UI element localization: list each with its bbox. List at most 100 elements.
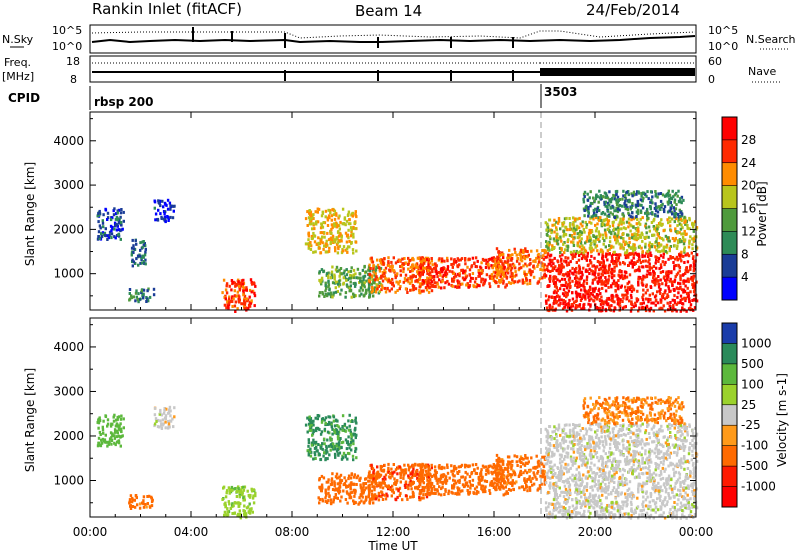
echo-cell — [624, 194, 627, 198]
echo-cell — [672, 261, 675, 264]
echo-cell — [649, 251, 652, 255]
echo-cell — [659, 298, 662, 302]
echo-cell — [232, 504, 235, 508]
echo-cell — [641, 252, 644, 256]
echo-cell — [113, 441, 116, 445]
echo-cell — [158, 412, 161, 416]
echo-cell — [223, 510, 227, 514]
echo-cell — [140, 258, 143, 262]
echo-cell — [579, 299, 583, 302]
echo-cell — [367, 489, 371, 493]
echo-cell — [468, 268, 472, 272]
echo-cell — [667, 270, 670, 274]
echo-cell — [581, 295, 584, 299]
echo-cell — [473, 280, 477, 284]
echo-cell — [332, 498, 335, 502]
echo-cell — [333, 209, 337, 213]
echo-cell — [594, 306, 598, 310]
echo-cell — [489, 276, 492, 280]
echo-cell — [566, 248, 569, 252]
echo-cell — [362, 283, 365, 287]
nave-tick-bottom: 0 — [708, 73, 715, 86]
echo-cell — [368, 487, 371, 491]
echo-cell — [142, 502, 145, 506]
echo-cell — [604, 264, 607, 268]
echo-cell — [128, 288, 132, 291]
echo-cell — [464, 269, 467, 273]
echo-cell — [104, 227, 107, 231]
echo-cell — [582, 266, 585, 270]
echo-cell — [346, 245, 350, 249]
colorbar-tick-label: 8 — [741, 247, 749, 261]
echo-cell — [404, 486, 407, 489]
echo-cell — [559, 302, 562, 305]
echo-cell — [498, 264, 501, 268]
echo-cell — [350, 448, 353, 452]
echo-cell — [335, 237, 338, 241]
echo-cell — [609, 200, 613, 204]
echo-cell — [624, 305, 627, 309]
echo-cell — [143, 253, 147, 257]
echo-cell — [594, 223, 597, 227]
echo-cell — [674, 236, 677, 240]
echo-cell — [645, 231, 648, 235]
echo-cell — [146, 502, 149, 505]
echo-cell — [325, 446, 328, 450]
echo-cell — [451, 472, 454, 476]
echo-cell — [427, 484, 430, 488]
echo-cell — [575, 266, 578, 270]
echo-cell — [594, 236, 598, 239]
echo-cell — [228, 488, 231, 492]
echo-cell — [323, 427, 327, 431]
echo-cell — [243, 512, 246, 516]
echo-cell — [330, 232, 333, 235]
echo-cell — [153, 413, 157, 417]
echo-cell — [599, 275, 603, 279]
echo-cell — [130, 296, 133, 300]
echo-cell — [368, 490, 371, 494]
echo-cell — [672, 206, 675, 210]
echo-cell — [106, 216, 110, 220]
echo-cell — [421, 479, 424, 483]
echo-cell — [615, 261, 618, 265]
echo-cell — [456, 479, 460, 483]
echo-cell — [540, 482, 543, 486]
echo-cell — [574, 274, 578, 278]
echo-cell — [581, 306, 585, 310]
echo-cell — [337, 436, 340, 440]
echo-cell — [461, 268, 464, 272]
echo-cell — [228, 284, 231, 288]
echo-cell — [453, 276, 456, 279]
echo-cell — [488, 282, 491, 286]
echo-cell — [575, 270, 578, 274]
echo-cell — [655, 248, 658, 252]
echo-cell — [226, 303, 229, 307]
echo-cell — [543, 268, 547, 272]
echo-cell — [375, 266, 379, 269]
echo-cell — [629, 207, 632, 211]
echo-cell — [339, 234, 342, 238]
echo-cell — [231, 300, 234, 303]
echo-cell — [138, 502, 142, 506]
echo-cell — [615, 257, 618, 260]
echo-cell — [662, 252, 665, 256]
echo-cell — [685, 232, 688, 236]
echo-cell — [657, 192, 660, 196]
echo-cell — [590, 215, 593, 219]
echo-cell — [318, 242, 322, 246]
echo-cell — [464, 463, 467, 467]
echo-cell — [582, 200, 586, 204]
echo-cell — [588, 285, 592, 289]
echo-cell — [592, 217, 595, 221]
echo-cell — [371, 496, 374, 499]
echo-cell — [428, 273, 431, 277]
echo-cell — [505, 283, 508, 287]
echo-cell — [679, 282, 682, 286]
echo-cell — [334, 221, 338, 225]
echo-cell — [450, 257, 453, 261]
echo-cell — [422, 270, 425, 274]
echo-cell — [325, 273, 328, 277]
echo-cell — [468, 480, 471, 484]
echo-cell — [614, 217, 618, 221]
echo-cell — [679, 197, 682, 201]
